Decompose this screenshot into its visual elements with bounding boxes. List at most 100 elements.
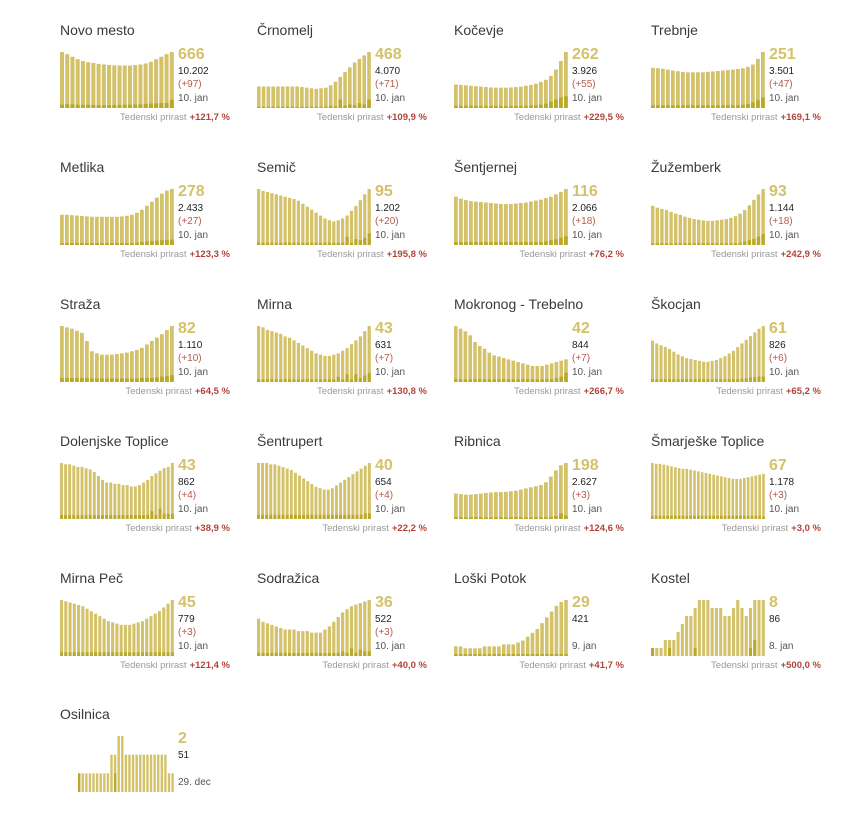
active-cases-bar [535, 628, 540, 656]
new-cases-bar [349, 648, 354, 656]
new-cases-bar [660, 243, 664, 245]
active-cases-chart [60, 52, 174, 108]
municipality-card: Šmarješke Toplice 67 1.178 (+3) 10. jan Teden… [651, 433, 821, 553]
active-cases-bar [157, 611, 162, 656]
active-cases-bar [666, 69, 670, 108]
new-cases-bar [746, 103, 750, 108]
new-cases-bar [80, 242, 84, 245]
active-cases-bar [706, 71, 710, 108]
new-cases-bar [656, 105, 660, 108]
active-cases-bar [529, 201, 533, 245]
active-cases-bar [75, 215, 79, 245]
active-cases-bar [689, 359, 693, 382]
new-cases-bar [692, 243, 696, 245]
active-cases-bar [530, 632, 535, 656]
new-cases-bar [708, 515, 712, 519]
new-cases-bar [166, 513, 170, 519]
total-cases-value: 3.926 [572, 66, 598, 77]
new-cases-bar [744, 378, 748, 382]
active-cases-bar [287, 197, 292, 245]
active-cases-bar [105, 482, 109, 519]
active-cases-bar [270, 331, 274, 382]
municipality-name: Osilnica [60, 706, 110, 722]
new-cases-bar [756, 236, 761, 245]
active-cases-bar [327, 355, 331, 382]
active-cases-bar [529, 487, 533, 519]
active-cases-bar [135, 349, 139, 382]
active-cases-bar [554, 362, 559, 382]
active-cases-bar [545, 364, 549, 382]
new-cases-bar [559, 97, 563, 108]
new-cases-bar [65, 242, 69, 245]
active-cases-bar [265, 191, 270, 245]
active-cases-bar [753, 332, 757, 382]
last-update-date: 10. jan [178, 230, 209, 241]
daily-change-value: (+97) [178, 79, 202, 90]
last-update-date: 10. jan [375, 641, 406, 652]
weekly-growth-label: Tedenski prirast [120, 249, 187, 260]
new-cases-bar [132, 652, 136, 656]
new-cases-bar [95, 242, 99, 245]
active-cases-bar [60, 463, 63, 519]
new-cases-bar [261, 242, 265, 245]
active-cases-value: 42 [572, 320, 590, 337]
active-cases-bar [128, 754, 131, 792]
active-cases-bar [662, 464, 666, 519]
active-cases-bar [142, 482, 146, 519]
active-cases-bar [689, 616, 693, 656]
active-cases-bar [102, 618, 106, 656]
new-cases-bar [287, 379, 292, 382]
new-cases-bar [119, 652, 123, 656]
new-cases-bar [706, 379, 710, 382]
active-cases-bar [494, 492, 498, 519]
new-cases-bar [661, 105, 665, 108]
active-cases-bar [149, 616, 153, 656]
active-cases-bar [736, 600, 740, 656]
new-cases-bar [697, 515, 700, 519]
new-cases-bar [668, 379, 672, 382]
active-cases-bar [735, 478, 738, 519]
active-cases-bar [702, 600, 706, 656]
weekly-growth-value: +109,9 % [386, 112, 427, 123]
new-cases-bar [534, 105, 538, 108]
active-cases-chart [60, 326, 174, 382]
active-cases-bar [362, 55, 367, 108]
new-cases-bar [723, 379, 727, 382]
daily-change-value: (+4) [178, 490, 197, 501]
new-cases-bar [310, 514, 314, 519]
active-cases-value: 82 [178, 320, 196, 337]
weekly-growth: Tedenski prirast +22,2 % [322, 523, 427, 534]
new-cases-bar [305, 242, 309, 245]
new-cases-bar [723, 515, 727, 519]
new-cases-bar [314, 514, 318, 519]
new-cases-bar [336, 242, 340, 245]
active-cases-bar [257, 618, 261, 656]
active-cases-bar [123, 624, 127, 656]
active-cases-bar [332, 621, 336, 656]
new-cases-bar [354, 374, 358, 382]
active-cases-value: 262 [572, 46, 599, 63]
new-cases-bar [363, 375, 367, 382]
new-cases-bar [514, 517, 518, 519]
new-cases-bar [76, 515, 80, 519]
active-cases-bar [693, 470, 696, 519]
new-cases-bar [165, 375, 169, 382]
active-cases-bar [298, 475, 301, 519]
active-cases-bar [336, 220, 340, 245]
new-cases-bar [674, 243, 678, 245]
new-cases-bar [341, 651, 345, 656]
active-cases-bar [666, 465, 669, 519]
active-cases-bar [521, 640, 525, 656]
active-cases-bar [101, 64, 106, 108]
new-cases-bar [540, 379, 544, 382]
new-cases-bar [501, 654, 506, 656]
new-cases-bar [559, 237, 563, 245]
new-cases-bar [494, 242, 498, 245]
new-cases-bar [165, 239, 169, 245]
new-cases-bar [685, 379, 689, 382]
new-cases-bar [685, 515, 689, 519]
active-cases-bar [474, 201, 478, 245]
active-cases-bar [305, 631, 309, 656]
new-cases-bar [328, 105, 333, 108]
new-cases-bar [544, 241, 548, 245]
